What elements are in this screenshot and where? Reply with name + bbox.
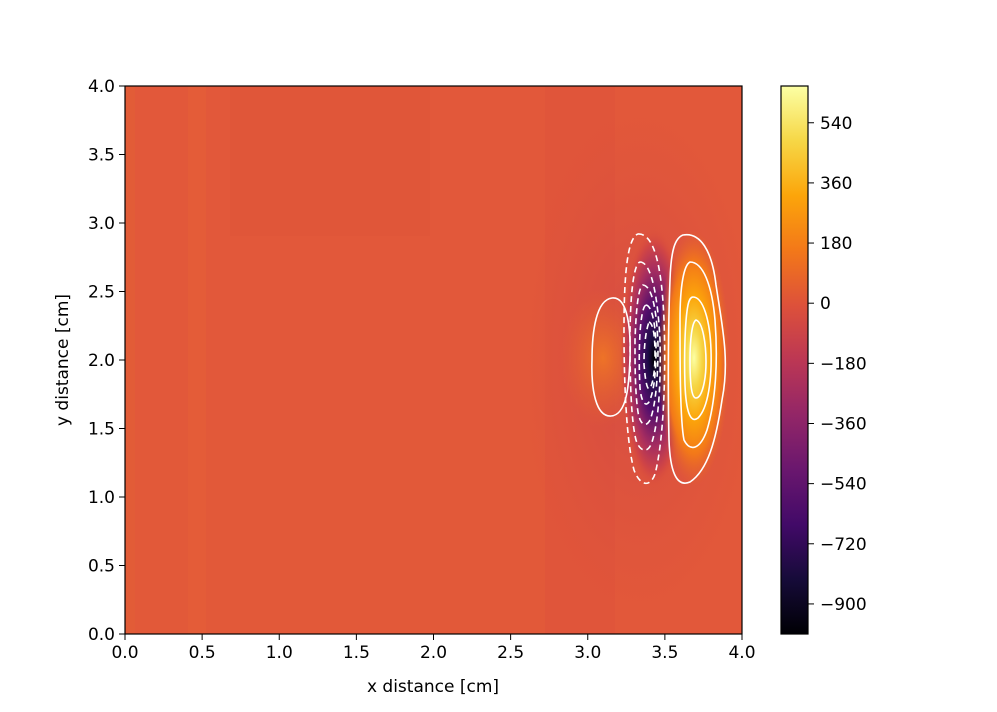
- colorbar-tick-label: −540: [820, 475, 867, 495]
- x-tick-label: 0.0: [111, 643, 138, 663]
- colorbar-tick-label: −720: [820, 535, 867, 555]
- colorbar-tick-label: −180: [820, 354, 867, 374]
- y-tick-label: 2.0: [88, 351, 115, 371]
- x-tick-label: 3.5: [651, 643, 678, 663]
- positive-contour: [689, 319, 707, 399]
- x-axis-label: x distance [cm]: [367, 677, 499, 697]
- negative-contour: [629, 261, 662, 451]
- y-tick-label: 3.5: [88, 146, 115, 166]
- colorbar-tick-label: −900: [820, 595, 867, 615]
- x-tick-label: 1.5: [343, 643, 370, 663]
- colorbar-tick-label: 540: [820, 114, 852, 134]
- x-tick-label: 2.5: [497, 643, 524, 663]
- y-axis: 0.0 0.5 1.0 1.5 2.0 2.5 3.0 3.5 4.0: [88, 77, 125, 645]
- y-tick-label: 0.0: [88, 625, 115, 645]
- colorbar: 540 360 180 0 −180 −360 −540 −720 −900: [780, 85, 867, 635]
- positive-contour: [683, 296, 712, 421]
- x-tick-label: 0.5: [189, 643, 216, 663]
- contour-lines: [591, 233, 727, 485]
- heatmap-texture: [125, 86, 742, 634]
- positive-contour: [679, 261, 718, 449]
- y-tick-label: 2.5: [88, 283, 115, 303]
- y-tick-label: 1.0: [88, 488, 115, 508]
- y-tick-label: 0.5: [88, 557, 115, 577]
- colorbar-tick-label: 0: [820, 294, 831, 314]
- x-tick-label: 4.0: [728, 643, 755, 663]
- y-tick-label: 3.0: [88, 214, 115, 234]
- y-tick-label: 4.0: [88, 77, 115, 97]
- colorbar-tick-label: 360: [820, 174, 852, 194]
- positive-contour: [667, 233, 727, 484]
- x-axis: 0.0 0.5 1.0 1.5 2.0 2.5 3.0 3.5 4.0: [111, 634, 756, 663]
- negative-contour: [623, 233, 666, 485]
- y-axis-label: y distance [cm]: [53, 294, 73, 426]
- colorbar-ticks: 540 360 180 0 −180 −360 −540 −720 −900: [808, 114, 867, 615]
- negative-contour: [634, 284, 659, 426]
- colorbar-gradient: [780, 85, 809, 635]
- x-tick-label: 2.0: [420, 643, 447, 663]
- y-tick-label: 1.5: [88, 420, 115, 440]
- x-tick-label: 3.0: [574, 643, 601, 663]
- negative-contour: [643, 320, 656, 390]
- colorbar-tick-label: −360: [820, 414, 867, 434]
- negative-contours: [623, 233, 666, 485]
- plot-area: [124, 85, 743, 635]
- negative-contour: [638, 304, 657, 405]
- positive-contour: [591, 297, 631, 417]
- x-tick-label: 1.0: [266, 643, 293, 663]
- colorbar-tick-label: 180: [820, 234, 852, 254]
